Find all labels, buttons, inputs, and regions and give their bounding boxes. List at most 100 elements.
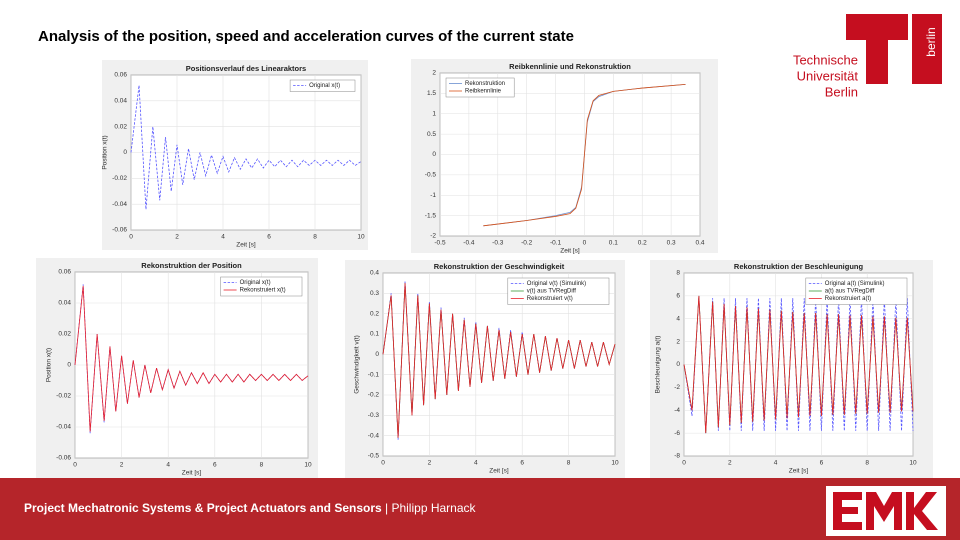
logo-shape [912, 14, 942, 84]
y-tick-label: 0.04 [58, 300, 71, 307]
y-tick-label: 0 [676, 361, 680, 368]
x-tick-label: 0.1 [609, 240, 618, 247]
x-tick-label: 0.4 [695, 240, 704, 247]
y-tick-label: -2 [430, 233, 436, 240]
x-tick-label: 10 [611, 460, 619, 467]
y-tick-label: -0.5 [368, 453, 380, 460]
legend-box [507, 277, 610, 305]
legend-label: Original v(t) (Simulink) [527, 281, 586, 287]
y-tick-label: 0.1 [370, 331, 379, 338]
logo-letter [833, 492, 862, 530]
x-tick-label: 0 [73, 462, 77, 469]
y-tick-label: -1.5 [425, 212, 437, 219]
data-line [382, 283, 616, 438]
chart-title: Rekonstruktion der Position [141, 261, 242, 270]
logo-letter [906, 492, 938, 530]
x-tick-label: 2 [175, 234, 179, 241]
legend-label: Original x(t) [240, 280, 271, 286]
footer-author: | Philipp Harnack [385, 501, 476, 515]
y-tick-label: 0.5 [427, 131, 436, 138]
y-tick-label: 0.2 [370, 310, 379, 317]
y-tick-label: 0 [375, 351, 379, 358]
footer-band [0, 478, 960, 540]
y-tick-label: -0.4 [368, 432, 380, 439]
x-tick-label: 6 [520, 460, 524, 467]
chart-title: Positionsverlauf des Linearaktors [186, 64, 306, 73]
x-tick-label: 8 [865, 460, 869, 467]
y-tick-label: 0.02 [114, 123, 127, 130]
footer-text: Project Mechatronic Systems & Project Ac… [24, 501, 477, 515]
y-tick-label: -0.02 [56, 393, 71, 400]
legend-label: v(t) aus TVRegDiff [527, 289, 576, 295]
x-tick-label: 0 [682, 460, 686, 467]
logo-shape [846, 14, 908, 84]
legend-box [805, 277, 908, 305]
chart: 0 2 4 6 8 10 -0.5 -0.4 -0.3 -0.2 -0.1 0 0.1 0.2 0.3 0.4… [345, 260, 625, 478]
y-tick-label: -0.02 [112, 175, 127, 182]
x-tick-label: 0.3 [667, 240, 676, 247]
y-tick-label: -0.06 [56, 455, 71, 462]
y-tick-label: -0.04 [56, 424, 71, 431]
chart: 0 2 4 6 8 10 -0.06 -0.04 -0.02 0 0.02 0.04 0.06 Rekon… [36, 258, 318, 478]
x-tick-label: -0.1 [550, 240, 562, 247]
legend-label: Rekonstruktion [465, 81, 505, 87]
y-tick-label: -8 [674, 453, 680, 460]
y-tick-label: 8 [676, 270, 680, 277]
y-tick-label: 0.04 [114, 98, 127, 105]
y-tick-label: 6 [676, 293, 680, 300]
logo-text: Technische [793, 52, 858, 67]
logo-text: Berlin [825, 84, 858, 99]
y-tick-label: 1 [432, 110, 436, 117]
y-tick-label: 0 [123, 149, 127, 156]
legend-label: Reibkennlinie [465, 89, 502, 95]
logo-text: Universität [797, 68, 859, 83]
y-tick-label: -1 [430, 192, 436, 199]
x-tick-label: 2 [728, 460, 732, 467]
x-tick-label: 0 [583, 240, 587, 247]
data-line [130, 85, 362, 210]
x-axis-label: Zeit [s] [236, 242, 256, 249]
legend-label: Original x(t) [309, 83, 340, 89]
y-tick-label: 4 [676, 315, 680, 322]
y-tick-label: -0.3 [368, 412, 380, 419]
y-axis-label: Position x(t) [46, 348, 53, 382]
chart-title: Reibkennlinie und Rekonstruktion [509, 62, 631, 71]
y-axis-label: Geschwindigkeit v(t) [354, 335, 361, 394]
x-tick-label: 10 [909, 460, 917, 467]
chart: -0.5 -0.4 -0.3 -0.2 -0.1 0 0.1 0.2 0.3 0.4 -2 -1.5 -… [411, 59, 718, 255]
x-tick-label: 0 [381, 460, 385, 467]
x-tick-label: 10 [357, 234, 365, 241]
legend-box [220, 276, 303, 297]
legend-label: Rekonstruiert a(t) [825, 296, 871, 302]
y-tick-label: -0.04 [112, 201, 127, 208]
y-tick-label: 0 [67, 362, 71, 369]
x-tick-label: 6 [820, 460, 824, 467]
y-tick-label: -4 [674, 407, 680, 414]
y-axis-label: Beschleunigung a(t) [655, 336, 662, 394]
legend-label: Original a(t) (Simulink) [825, 281, 885, 287]
y-tick-label: 0.02 [58, 331, 71, 338]
legend-box [289, 79, 356, 92]
x-tick-label: 6 [267, 234, 271, 241]
tu-logo: berlin Technische Universität Berlin [793, 14, 942, 99]
y-tick-label: -6 [674, 430, 680, 437]
x-tick-label: 6 [213, 462, 217, 469]
x-tick-label: 4 [221, 234, 225, 241]
slide-title: Analysis of the position, speed and acce… [38, 28, 574, 45]
chart: 0 2 4 6 8 10 -8 -6 -4 -2 0 2 4 6 8 Rekonstruktion der B… [650, 260, 933, 478]
y-tick-label: 2 [676, 338, 680, 345]
x-tick-label: 2 [428, 460, 432, 467]
y-tick-label: -0.2 [368, 392, 380, 399]
x-tick-label: 8 [260, 462, 264, 469]
y-tick-label: -0.1 [368, 371, 380, 378]
x-tick-label: 8 [313, 234, 317, 241]
y-tick-label: 0.06 [114, 72, 127, 79]
x-tick-label: 4 [474, 460, 478, 467]
legend-label: Rekonstruiert x(t) [240, 288, 286, 294]
x-tick-label: -0.4 [463, 240, 475, 247]
logo-vertical: berlin [924, 27, 938, 56]
x-axis-label: Zeit [s] [489, 468, 509, 475]
legend-box [445, 77, 515, 98]
x-axis-label: Zeit [s] [182, 470, 202, 477]
